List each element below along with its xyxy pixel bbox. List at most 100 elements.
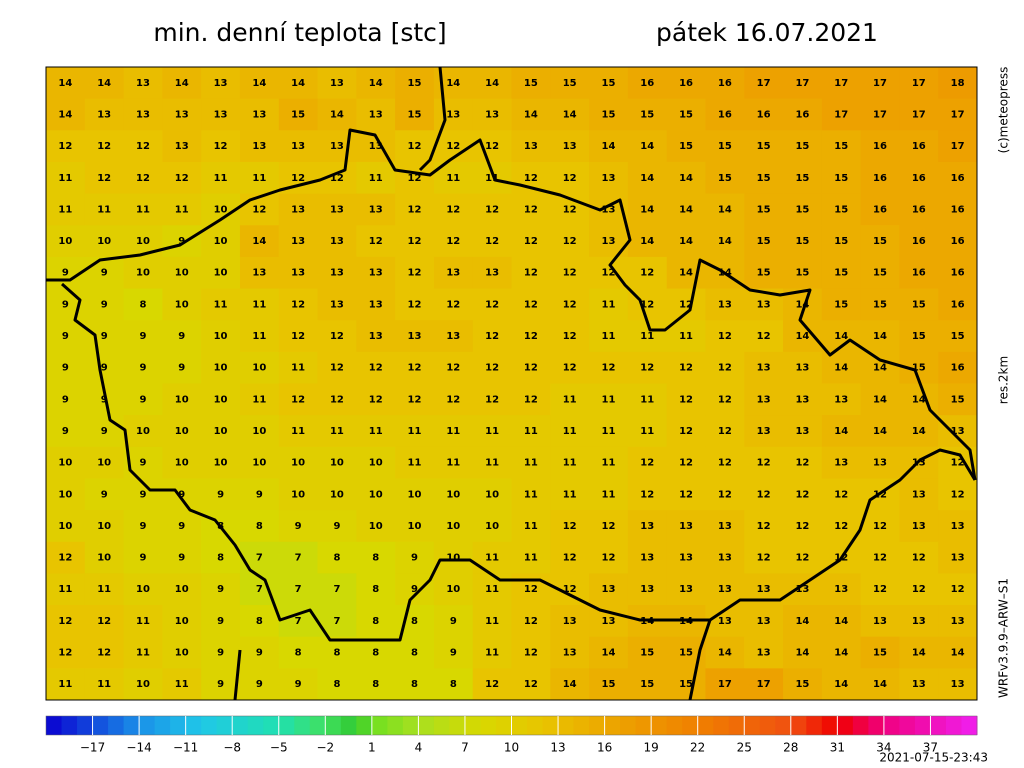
- temperature-label: 12: [563, 363, 577, 374]
- temperature-label: 15: [795, 679, 809, 690]
- temperature-cell: [821, 605, 862, 638]
- temperature-label: 12: [485, 236, 499, 247]
- temperature-label: 9: [62, 299, 69, 310]
- temperature-cell: [550, 67, 590, 100]
- temperature-cell: [783, 256, 823, 290]
- temperature-label: 14: [330, 109, 344, 120]
- colorbar-cell: [46, 716, 63, 735]
- temperature-label: 12: [563, 584, 577, 595]
- temperature-label: 14: [58, 78, 72, 89]
- temperature-label: 15: [718, 141, 732, 152]
- temperature-label: 10: [446, 553, 460, 564]
- border: [688, 619, 712, 701]
- temperature-cell: [550, 351, 590, 384]
- temperature-cell: [705, 351, 745, 384]
- temperature-cell: [162, 541, 202, 574]
- temperature-label: 10: [291, 458, 305, 469]
- temperature-label: 15: [873, 268, 887, 279]
- temperature-label: 14: [718, 236, 732, 247]
- border: [46, 128, 977, 481]
- temperature-label: 13: [718, 616, 732, 627]
- temperature-cell: [666, 446, 706, 479]
- temperature-cell: [317, 383, 357, 416]
- temperature-label: 15: [291, 109, 305, 120]
- temperature-label: 11: [58, 204, 72, 215]
- temperature-cell: [627, 510, 668, 543]
- temperature-label: 12: [97, 141, 111, 152]
- temperature-cell: [162, 256, 202, 290]
- temperature-label: 17: [795, 78, 809, 89]
- temperature-cell: [395, 541, 435, 574]
- temperature-cell: [783, 161, 823, 195]
- temperature-cell: [860, 98, 900, 131]
- colorbar-cell: [527, 716, 544, 735]
- temperature-label: 13: [330, 236, 344, 247]
- temperature-label: 14: [679, 236, 693, 247]
- temperature-label: 10: [175, 394, 189, 405]
- temperature-cell: [46, 415, 86, 448]
- temperature-label: 13: [951, 616, 965, 627]
- temperature-cell: [783, 510, 823, 543]
- temperature-cell: [550, 541, 590, 574]
- temperature-cell: [744, 636, 784, 669]
- temperature-cell: [589, 320, 629, 353]
- temperature-label: 12: [679, 394, 693, 405]
- temperature-label: 15: [757, 236, 771, 247]
- temperature-cell: [938, 541, 978, 574]
- temperature-cell: [123, 668, 163, 701]
- temperature-label: 10: [97, 553, 111, 564]
- temperature-cell: [162, 351, 202, 384]
- temperature-label: 12: [485, 204, 499, 215]
- temperature-cell: [783, 541, 823, 574]
- temperature-cell: [860, 161, 900, 195]
- temperature-cell: [705, 541, 745, 574]
- temperature-cell: [627, 446, 668, 479]
- temperature-cell: [821, 415, 862, 448]
- temperature-label: 12: [524, 584, 538, 595]
- temperature-label: 10: [175, 616, 189, 627]
- temperature-label: 13: [795, 584, 809, 595]
- temperature-label: 13: [912, 489, 926, 500]
- temperature-label: 12: [563, 521, 577, 532]
- temperature-label: 8: [372, 679, 379, 690]
- temperature-cell: [84, 67, 125, 100]
- temperature-cell: [123, 161, 163, 195]
- colorbar-cell: [247, 716, 264, 735]
- temperature-cell: [860, 256, 900, 290]
- temperature-label: 8: [411, 679, 418, 690]
- temperature-cell: [589, 573, 629, 606]
- temperature-cell: [395, 130, 435, 163]
- colorbar-cell: [589, 716, 606, 735]
- colorbar-label: 13: [550, 741, 565, 755]
- temperature-cell: [511, 288, 551, 321]
- temperature-cell: [627, 668, 668, 701]
- temperature-label: 9: [139, 394, 146, 405]
- temperature-cell: [938, 383, 978, 416]
- temperature-cell: [627, 636, 668, 669]
- temperature-label: 11: [485, 584, 499, 595]
- temperature-cell: [627, 415, 668, 448]
- temperature-cell: [278, 415, 319, 448]
- temperature-label: 12: [602, 521, 616, 532]
- temperature-label: 9: [139, 553, 146, 564]
- temperature-label: 12: [524, 363, 538, 374]
- colorbar-label: 34: [876, 741, 891, 755]
- temperature-label: 8: [139, 299, 146, 310]
- colorbar-cell: [387, 716, 404, 735]
- temperature-label: 11: [408, 426, 422, 437]
- temperature-cell: [938, 130, 978, 163]
- temperature-label: 15: [640, 109, 654, 120]
- colorbar-cell: [495, 716, 512, 735]
- temperature-label: 12: [408, 141, 422, 152]
- temperature-cell: [84, 510, 125, 543]
- temperature-label: 11: [291, 363, 305, 374]
- temperature-cell: [123, 510, 163, 543]
- temperature-cell: [317, 351, 357, 384]
- temperature-cell: [239, 636, 280, 669]
- temperature-cell: [938, 636, 978, 669]
- temperature-label: 14: [718, 648, 732, 659]
- temperature-cell: [46, 383, 86, 416]
- temperature-label: 8: [256, 616, 263, 627]
- temperature-cell: [433, 668, 474, 701]
- temperature-cell: [899, 161, 939, 195]
